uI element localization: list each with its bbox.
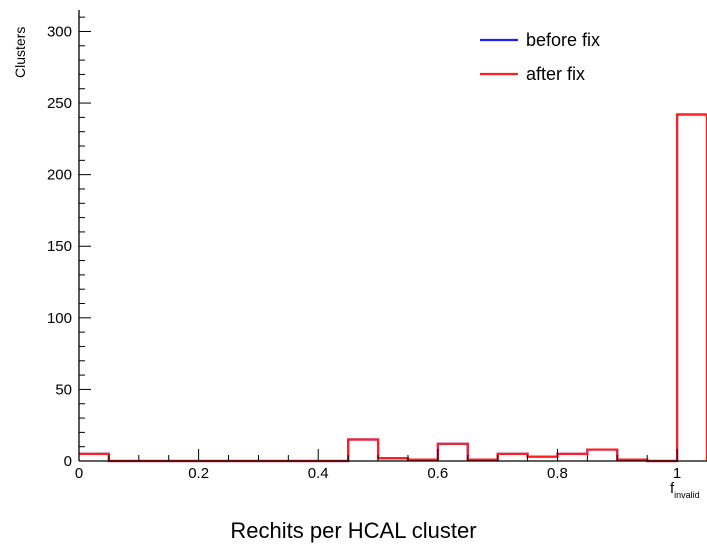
x-tick-label: 0.8 — [547, 465, 568, 482]
y-tick-label: 100 — [47, 310, 72, 327]
legend-label-before-fix: before fix — [526, 30, 600, 50]
x-tick-label: 0.4 — [308, 465, 329, 482]
x-tick-label: 1 — [673, 465, 681, 482]
series-layer — [79, 113, 707, 463]
page-title: Rechits per HCAL cluster — [230, 518, 477, 543]
legend: before fix after fix — [480, 30, 600, 84]
legend-label-after-fix: after fix — [526, 64, 585, 84]
x-tick-label: 0 — [75, 465, 83, 482]
y-tick-label: 50 — [55, 381, 72, 398]
y-tick-label: 0 — [64, 453, 72, 470]
series-line-after-fix — [79, 113, 707, 463]
x-tick-label: 0.2 — [188, 465, 209, 482]
axes-layer: 0 0.2 0.4 0.6 0.8 1 0 50 100 150 200 250 300 Clusters… — [12, 10, 707, 500]
y-tick-label: 250 — [47, 95, 72, 112]
x-axis-title: finvalid — [670, 480, 700, 500]
y-tick-label: 150 — [47, 238, 72, 255]
x-tick-label: 0.6 — [427, 465, 448, 482]
series-line-before-fix — [79, 113, 707, 463]
x-axis-title-subscript: invalid — [674, 490, 700, 500]
y-tick-label: 200 — [47, 167, 72, 184]
y-tick-label: 300 — [47, 23, 72, 40]
y-axis-title: Clusters — [12, 27, 28, 78]
